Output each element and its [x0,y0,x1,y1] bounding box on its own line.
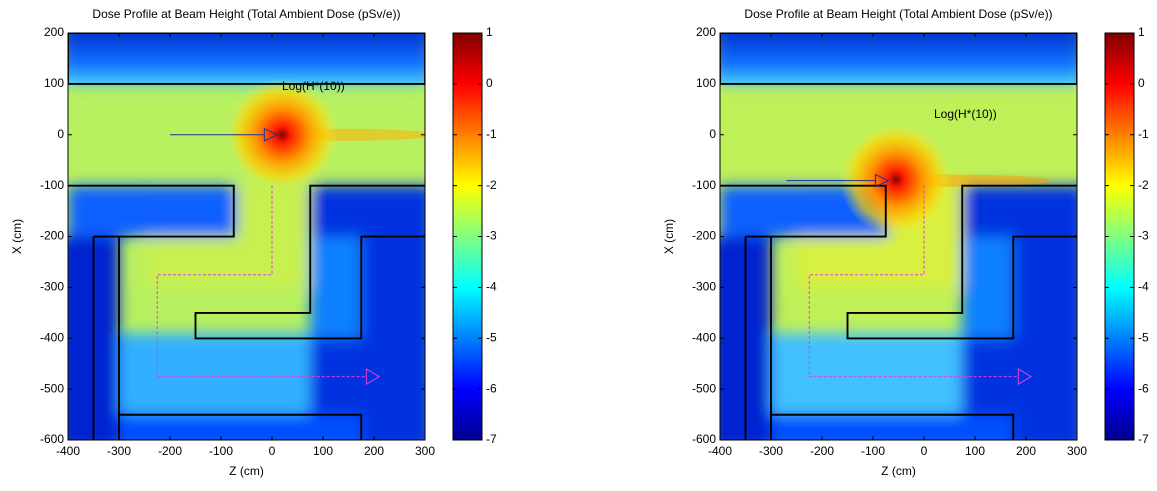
y-tick-label: 0 [57,127,64,141]
y-tick-label: -600 [692,432,716,446]
colorbar-tick-label: -5 [486,330,497,344]
colorbar-tick-label: -4 [1138,280,1149,294]
annotation: Log(H*(10)) [282,79,345,93]
x-tick-label: -200 [810,444,834,458]
colorbar-tick-label: 0 [1138,76,1145,90]
colorbar-tick-label: -3 [486,229,497,243]
colorbar-tick-label: -5 [1138,330,1149,344]
colorbar [452,32,483,441]
colorbar-tick-label: 1 [1138,25,1145,39]
colorbar-tick-label: -2 [486,178,497,192]
chart-title: Dose Profile at Beam Height (Total Ambie… [744,7,1052,21]
x-tick-label: 300 [415,444,435,458]
y-tick-label: 200 [696,25,716,39]
x-tick-label: -100 [209,444,233,458]
x-tick-label: 200 [1016,444,1036,458]
colorbar-tick-label: -2 [1138,178,1149,192]
y-tick-label: -300 [692,280,716,294]
colorbar-tick-label: -1 [1138,127,1149,141]
x-tick-label: 300 [1067,444,1087,458]
x-tick-label: -400 [56,444,80,458]
colorbar-tick-label: -7 [1138,432,1149,446]
y-tick-label: -600 [40,432,64,446]
y-tick-label: -200 [692,229,716,243]
x-tick-label: -300 [759,444,783,458]
x-tick-label: -400 [708,444,732,458]
y-tick-label: -500 [40,381,64,395]
x-tick-label: 100 [313,444,333,458]
colorbar-tick-label: 1 [486,25,493,39]
colorbar [1104,32,1135,441]
y-tick-label: -100 [692,178,716,192]
x-tick-label: -100 [861,444,885,458]
x-tick-label: 100 [965,444,985,458]
y-tick-label: -200 [40,229,64,243]
chart-title: Dose Profile at Beam Height (Total Ambie… [92,7,400,21]
x-tick-label: 0 [269,444,276,458]
y-axis-label: X (cm) [662,219,676,254]
y-tick-label: -400 [692,330,716,344]
y-tick-label: 100 [44,76,64,90]
y-tick-label: 0 [709,127,716,141]
colorbar-tick-label: -4 [486,280,497,294]
colorbar-tick-label: -7 [486,432,497,446]
x-tick-label: 0 [921,444,928,458]
dose-field [68,33,425,440]
x-tick-label: 200 [364,444,384,458]
y-tick-label: -500 [692,381,716,395]
annotation: Log(H*(10)) [934,107,997,121]
colorbar-tick-label: -6 [1138,381,1149,395]
y-tick-label: 100 [696,76,716,90]
x-tick-label: -300 [107,444,131,458]
x-axis-label: Z (cm) [229,464,264,478]
y-tick-label: 200 [44,25,64,39]
y-axis-label: X (cm) [10,219,24,254]
colorbar-tick-label: 0 [486,76,493,90]
x-axis-label: Z (cm) [881,464,916,478]
y-tick-label: -100 [40,178,64,192]
dose-field [720,33,1077,440]
colorbar-tick-label: -3 [1138,229,1149,243]
colorbar-tick-label: -6 [486,381,497,395]
y-tick-label: -300 [40,280,64,294]
y-tick-label: -400 [40,330,64,344]
x-tick-label: -200 [158,444,182,458]
colorbar-tick-label: -1 [486,127,497,141]
